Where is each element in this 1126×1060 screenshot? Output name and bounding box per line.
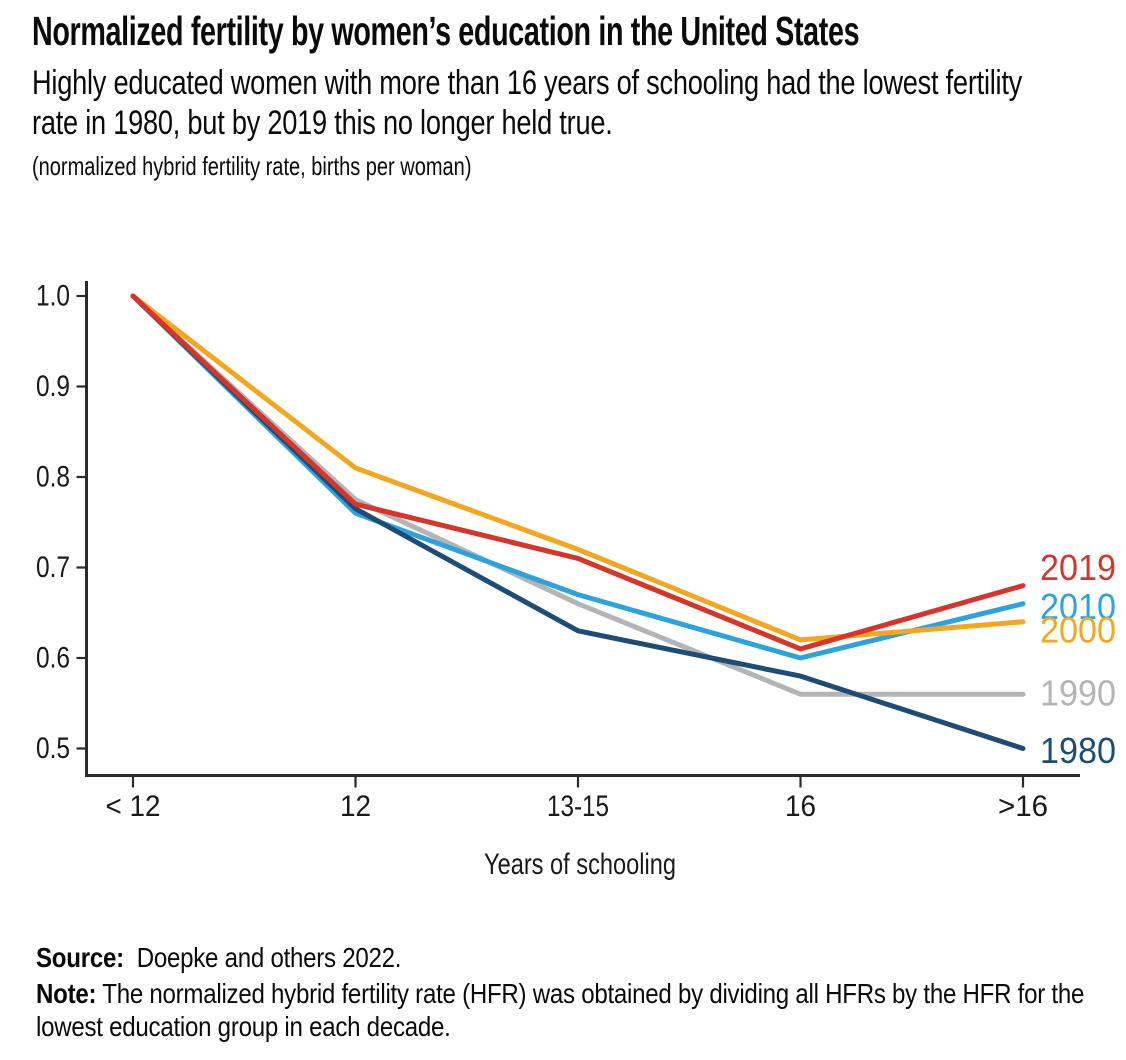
x-tick-label: 16: [785, 790, 816, 823]
chart-subtitle: Highly educated women with more than 16 …: [32, 64, 1023, 143]
y-tick-label: 0.7: [36, 551, 70, 584]
source-line: Source: Doepke and others 2022.: [36, 942, 1111, 975]
series-line-2019: [130, 293, 1026, 652]
series-label-1990: 1990: [1040, 673, 1116, 714]
series-label-2010: 2010: [1040, 586, 1116, 627]
y-tick-label: 1.0: [36, 280, 70, 313]
x-tick-label: 12: [340, 790, 371, 823]
chart-canvas: 1.0 0.9 0.8 0.7 0.6 0.5 < 12 12 13-15 16 >16 Years …: [36, 280, 1116, 882]
chart-title: Normalized fertility by women’s educatio…: [32, 8, 860, 54]
source-text: Doepke and others 2022.: [136, 942, 402, 973]
series-label-2000: 2000: [1040, 609, 1116, 650]
y-tick-label: 0.8: [36, 461, 70, 494]
y-tick-label: 0.9: [36, 370, 70, 403]
x-tick-label: 13-15: [547, 790, 609, 823]
fertility-line-chart: 1.0 0.9 0.8 0.7 0.6 0.5 < 12 12 13-15 16 >16 Years …: [0, 255, 1126, 905]
series-line-1980: [130, 293, 1026, 751]
series-label-1980: 1980: [1040, 730, 1116, 771]
y-tick-label: 0.6: [36, 642, 70, 675]
note-label: Note:: [36, 977, 97, 1009]
x-tick-label: < 12: [106, 790, 161, 823]
x-axis-title: Years of schooling: [484, 848, 676, 881]
chart-unit-note: (normalized hybrid fertility rate, birth…: [32, 151, 472, 182]
series-label-2019: 2019: [1040, 547, 1116, 588]
note-text: The normalized hybrid fertility rate (HF…: [36, 977, 1085, 1042]
x-tick-label: >16: [998, 790, 1048, 823]
source-label: Source:: [36, 942, 124, 973]
y-tick-label: 0.5: [36, 732, 70, 765]
series-line-2000: [130, 293, 1026, 643]
chart-header: Normalized fertility by women’s educatio…: [32, 8, 1126, 182]
chart-footer: Source: Doepke and others 2022. Note: Th…: [36, 942, 1111, 1043]
note-line: Note: The normalized hybrid fertility ra…: [36, 978, 1111, 1044]
